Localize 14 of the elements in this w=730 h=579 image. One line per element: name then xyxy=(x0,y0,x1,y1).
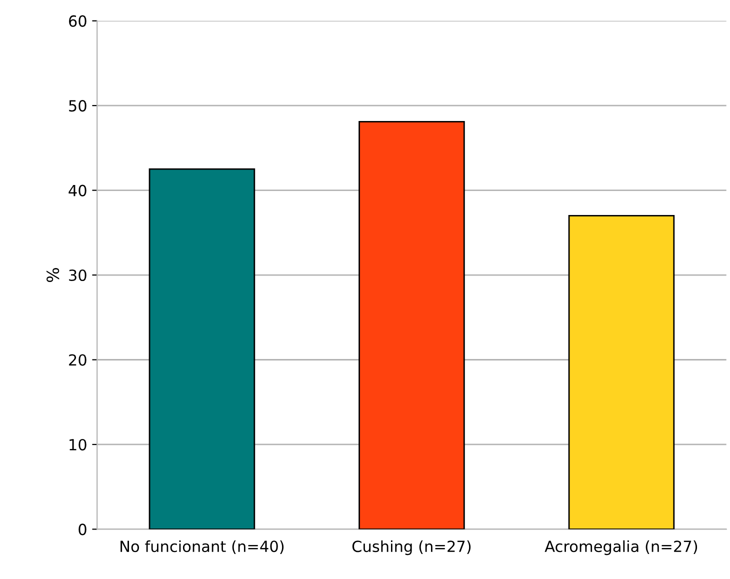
bar xyxy=(358,120,465,530)
y-tick-label: 10 xyxy=(70,438,86,450)
y-tick-label: 30 xyxy=(69,269,86,282)
y-tick-label: 0 xyxy=(78,524,86,536)
x-tick-label: No funcionant (n=40) xyxy=(120,540,284,554)
bar xyxy=(148,168,256,530)
bar xyxy=(568,215,675,530)
y-tick-label: 40 xyxy=(68,184,86,196)
y-tick-label: 20 xyxy=(69,354,86,366)
y-axis-title: % xyxy=(46,268,60,282)
y-tick-label: 50 xyxy=(69,100,86,112)
x-tick-label: Cushing (n=27) xyxy=(352,540,471,556)
x-tick-label: Acromegalia (n=27) xyxy=(544,540,698,556)
y-tick-label: 60 xyxy=(68,15,86,27)
